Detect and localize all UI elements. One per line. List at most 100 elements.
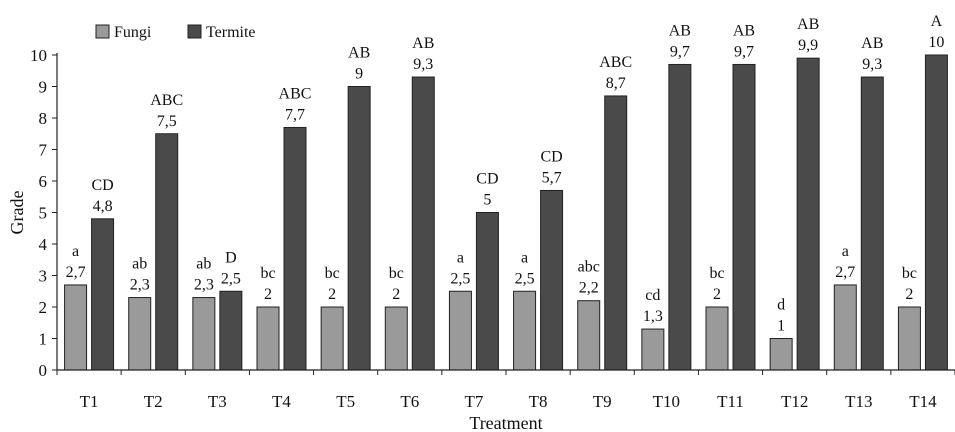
data-label: 2,5 xyxy=(515,270,535,287)
bar xyxy=(64,284,88,371)
data-label: 2 xyxy=(264,286,272,303)
data-label: 2,2 xyxy=(579,280,599,297)
bar xyxy=(705,306,729,371)
bar xyxy=(91,218,115,371)
significance-letter: a xyxy=(521,249,528,266)
y-tick-label: 6 xyxy=(39,172,48,191)
data-label: 2 xyxy=(328,286,336,303)
data-label: 9,7 xyxy=(734,43,754,60)
data-label: 9,3 xyxy=(862,56,882,73)
significance-letter: AB xyxy=(861,35,883,52)
y-tick-label: 1 xyxy=(39,330,48,349)
bar xyxy=(448,290,472,371)
data-label: 10 xyxy=(928,34,944,51)
significance-letter: a xyxy=(72,243,79,260)
x-tick-label: T13 xyxy=(845,392,872,411)
significance-letter: a xyxy=(457,249,464,266)
bar xyxy=(860,76,884,371)
significance-letter: cd xyxy=(645,287,660,304)
data-label: 5 xyxy=(483,192,491,209)
data-label: 1 xyxy=(777,318,785,335)
bar-labels: 2,7 a 4,8 CD 2,3 ab 7,5 ABC 2,3 ab 2,5 D 2 bc 7,7 ABC 2 b… xyxy=(66,13,945,335)
data-label: 2,3 xyxy=(194,277,214,294)
bar xyxy=(283,126,307,371)
significance-letter: CD xyxy=(476,171,498,188)
x-tick-label: T2 xyxy=(144,392,163,411)
data-label: 9 xyxy=(355,66,363,83)
y-tick-label: 2 xyxy=(39,298,48,317)
data-label: 4,8 xyxy=(93,198,113,215)
y-tick-label: 3 xyxy=(39,267,48,286)
significance-letter: D xyxy=(225,249,237,266)
significance-letter: ABC xyxy=(599,54,632,71)
significance-letter: AB xyxy=(797,16,819,33)
bar xyxy=(513,290,537,371)
x-tick-label: T1 xyxy=(80,392,99,411)
data-label: 2,5 xyxy=(221,270,241,287)
data-label: 5,7 xyxy=(542,169,562,186)
bar xyxy=(924,54,948,371)
significance-letter: AB xyxy=(348,45,370,62)
bar xyxy=(732,63,756,371)
legend-label-termite: Termite xyxy=(206,24,256,41)
y-tick-label: 8 xyxy=(39,109,48,128)
bar xyxy=(128,297,152,371)
data-label: 2 xyxy=(713,286,721,303)
x-tick-label: T9 xyxy=(593,392,612,411)
significance-letter: ABC xyxy=(150,92,183,109)
bar xyxy=(604,95,628,371)
data-label: 9,3 xyxy=(413,56,433,73)
significance-letter: ABC xyxy=(279,85,312,102)
x-tick-label: T7 xyxy=(464,392,483,411)
bar xyxy=(475,212,499,371)
bar xyxy=(577,300,601,371)
data-label: 8,7 xyxy=(606,75,626,92)
y-tick-label: 10 xyxy=(30,46,47,65)
significance-letter: bc xyxy=(902,265,917,282)
y-tick-label: 4 xyxy=(39,235,48,254)
significance-letter: A xyxy=(931,13,943,30)
significance-letter: d xyxy=(777,297,785,314)
data-label: 2,7 xyxy=(835,264,855,281)
significance-letter: AB xyxy=(733,22,755,39)
data-label: 1,3 xyxy=(643,308,663,325)
bar xyxy=(540,189,564,371)
bar xyxy=(796,57,820,371)
bar xyxy=(411,76,435,371)
bar xyxy=(384,306,408,371)
bar xyxy=(641,328,665,371)
data-label: 9,7 xyxy=(670,43,690,60)
data-label: 9,9 xyxy=(798,37,818,54)
legend-swatch-fungi xyxy=(95,24,110,39)
y-tick-label: 5 xyxy=(39,204,48,223)
bar xyxy=(219,290,243,371)
x-tick-label: T3 xyxy=(208,392,227,411)
significance-letter: AB xyxy=(669,22,691,39)
x-tick-label: T5 xyxy=(336,392,355,411)
bar xyxy=(769,338,793,371)
bar xyxy=(155,133,179,371)
bar xyxy=(320,306,344,371)
y-tick-label: 7 xyxy=(39,141,48,160)
data-label: 2,7 xyxy=(66,264,86,281)
legend: Fungi Termite xyxy=(95,24,256,41)
data-label: 7,5 xyxy=(157,113,177,130)
bar xyxy=(192,297,216,371)
bar xyxy=(668,63,692,371)
x-tick-label: T12 xyxy=(781,392,808,411)
significance-letter: bc xyxy=(389,265,404,282)
x-tick-label: T10 xyxy=(653,392,680,411)
legend-label-fungi: Fungi xyxy=(114,24,152,41)
data-label: 7,7 xyxy=(285,106,305,123)
y-tick-label: 9 xyxy=(39,78,48,97)
y-axis: 0 1 2 3 4 5 6 7 8 9 10 xyxy=(30,46,58,380)
significance-letter: CD xyxy=(540,148,562,165)
significance-letter: bc xyxy=(325,265,340,282)
x-axis: T1 T2 T3 T4 T5 T6 T7 T8 T9 T10 T11 T12 T13 T14 xyxy=(56,369,955,411)
bar xyxy=(256,306,280,371)
x-tick-label: T11 xyxy=(717,392,744,411)
significance-letter: ab xyxy=(132,256,147,273)
legend-swatch-termite xyxy=(187,24,202,39)
y-tick-label: 0 xyxy=(39,361,48,380)
